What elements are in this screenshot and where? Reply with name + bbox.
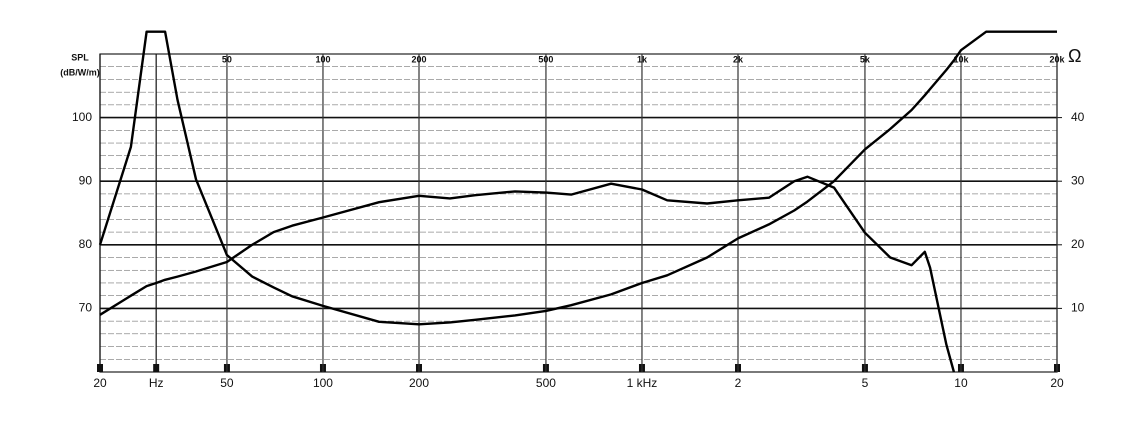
x-tick-label: 10	[954, 376, 968, 390]
top-x-tick-label: 50	[222, 54, 232, 64]
x-tick-label: 5	[862, 376, 869, 390]
x-tick-label: 20	[1050, 376, 1064, 390]
y2-tick-label: 10	[1071, 301, 1085, 315]
top-x-tick-label: 2k	[733, 54, 744, 64]
x-tick-label: 50	[220, 376, 234, 390]
x-tick-label: 20	[93, 376, 107, 390]
y2-axis-label: Ω	[1068, 46, 1081, 66]
data-line	[99, 175, 956, 373]
top-x-tick-label: 20k	[1049, 54, 1065, 64]
data-line	[98, 30, 1057, 326]
top-x-tick-label: 200	[411, 54, 426, 64]
y-tick-label: 70	[79, 301, 93, 315]
top-x-tick-label: 1k	[637, 54, 648, 64]
y-axis-unit: (dB/W/m)	[60, 67, 100, 77]
y-tick-label: 80	[79, 237, 93, 251]
x-tick-label: 2	[735, 376, 742, 390]
x-tick-label: 1 kHz	[627, 376, 658, 390]
x-tick-marker	[97, 364, 103, 372]
plot-frame	[99, 53, 1058, 373]
x-tick-label: Hz	[149, 376, 164, 390]
top-x-tick-label: 5k	[860, 54, 871, 64]
x-tick-label: 200	[409, 376, 429, 390]
y2-tick-label: 40	[1071, 110, 1085, 124]
y-axis-label: SPL	[71, 52, 89, 62]
x-tick-label: 100	[313, 376, 333, 390]
y-tick-label: 90	[79, 173, 93, 187]
top-x-tick-label: 500	[538, 54, 553, 64]
y-tick-label: 100	[72, 110, 92, 124]
top-x-tick-label: 10k	[953, 54, 969, 64]
top-x-tick-label: 100	[315, 54, 330, 64]
y2-tick-label: 30	[1071, 173, 1085, 187]
y2-tick-label: 20	[1071, 237, 1085, 251]
x-tick-marker	[153, 364, 160, 372]
x-tick-label: 500	[536, 376, 556, 390]
